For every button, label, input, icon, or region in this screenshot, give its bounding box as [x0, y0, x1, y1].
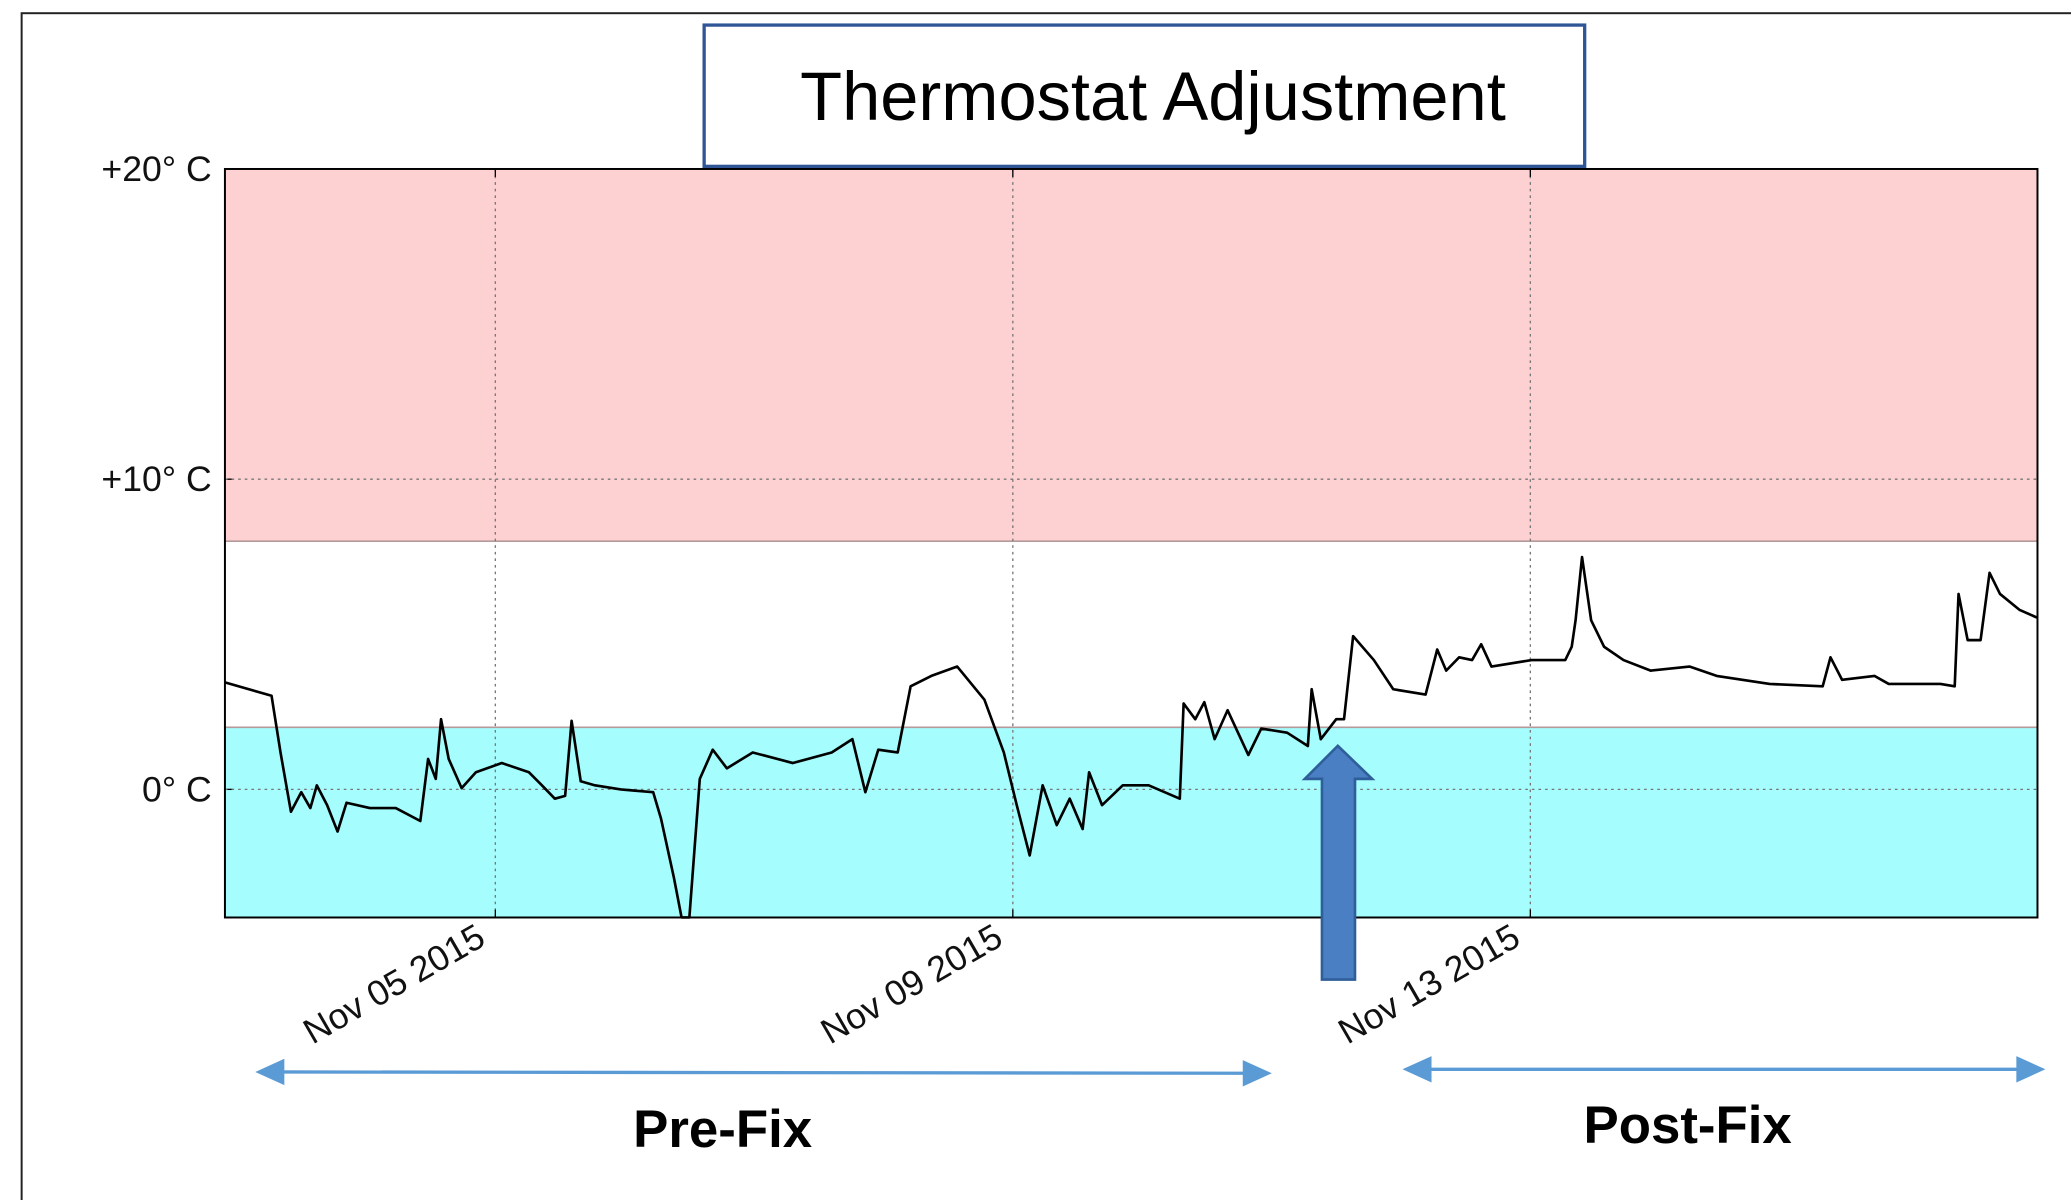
arrow-head	[1242, 1060, 1272, 1087]
x-tick-label: Nov 09 2015	[814, 916, 1009, 1052]
title-box	[702, 23, 1587, 168]
arrow-head	[255, 1058, 285, 1086]
plot-frame	[223, 167, 2039, 919]
chart-title: Thermostat Adjustment	[800, 58, 1506, 135]
annotation: Post-Fix	[1584, 1096, 1792, 1155]
y-tick-label: 0° C	[142, 769, 212, 809]
arrow-head	[2016, 1056, 2046, 1083]
pre-fix-arrow	[255, 1058, 1272, 1087]
arrow-line	[277, 1070, 1253, 1075]
y-tick-label: +20° C	[101, 149, 211, 189]
x-tick-label: Nov 13 2015	[1331, 916, 1526, 1052]
arrow-head	[1402, 1056, 1432, 1083]
fix-arrow	[1301, 744, 1376, 981]
y-tick-label: +10° C	[101, 459, 211, 499]
annotation: Pre-Fix	[633, 1100, 812, 1159]
band	[224, 168, 2038, 542]
plot-area: +20° C +10° C 0° C Nov 05 2015 Nov 09 2015 No…	[101, 149, 2039, 1052]
band	[224, 727, 2038, 918]
x-tick-label: Nov 05 2015	[296, 916, 491, 1052]
outer-frame	[20, 12, 2071, 1200]
data-line	[224, 555, 2039, 919]
post-fix-arrow	[1402, 1056, 2046, 1083]
